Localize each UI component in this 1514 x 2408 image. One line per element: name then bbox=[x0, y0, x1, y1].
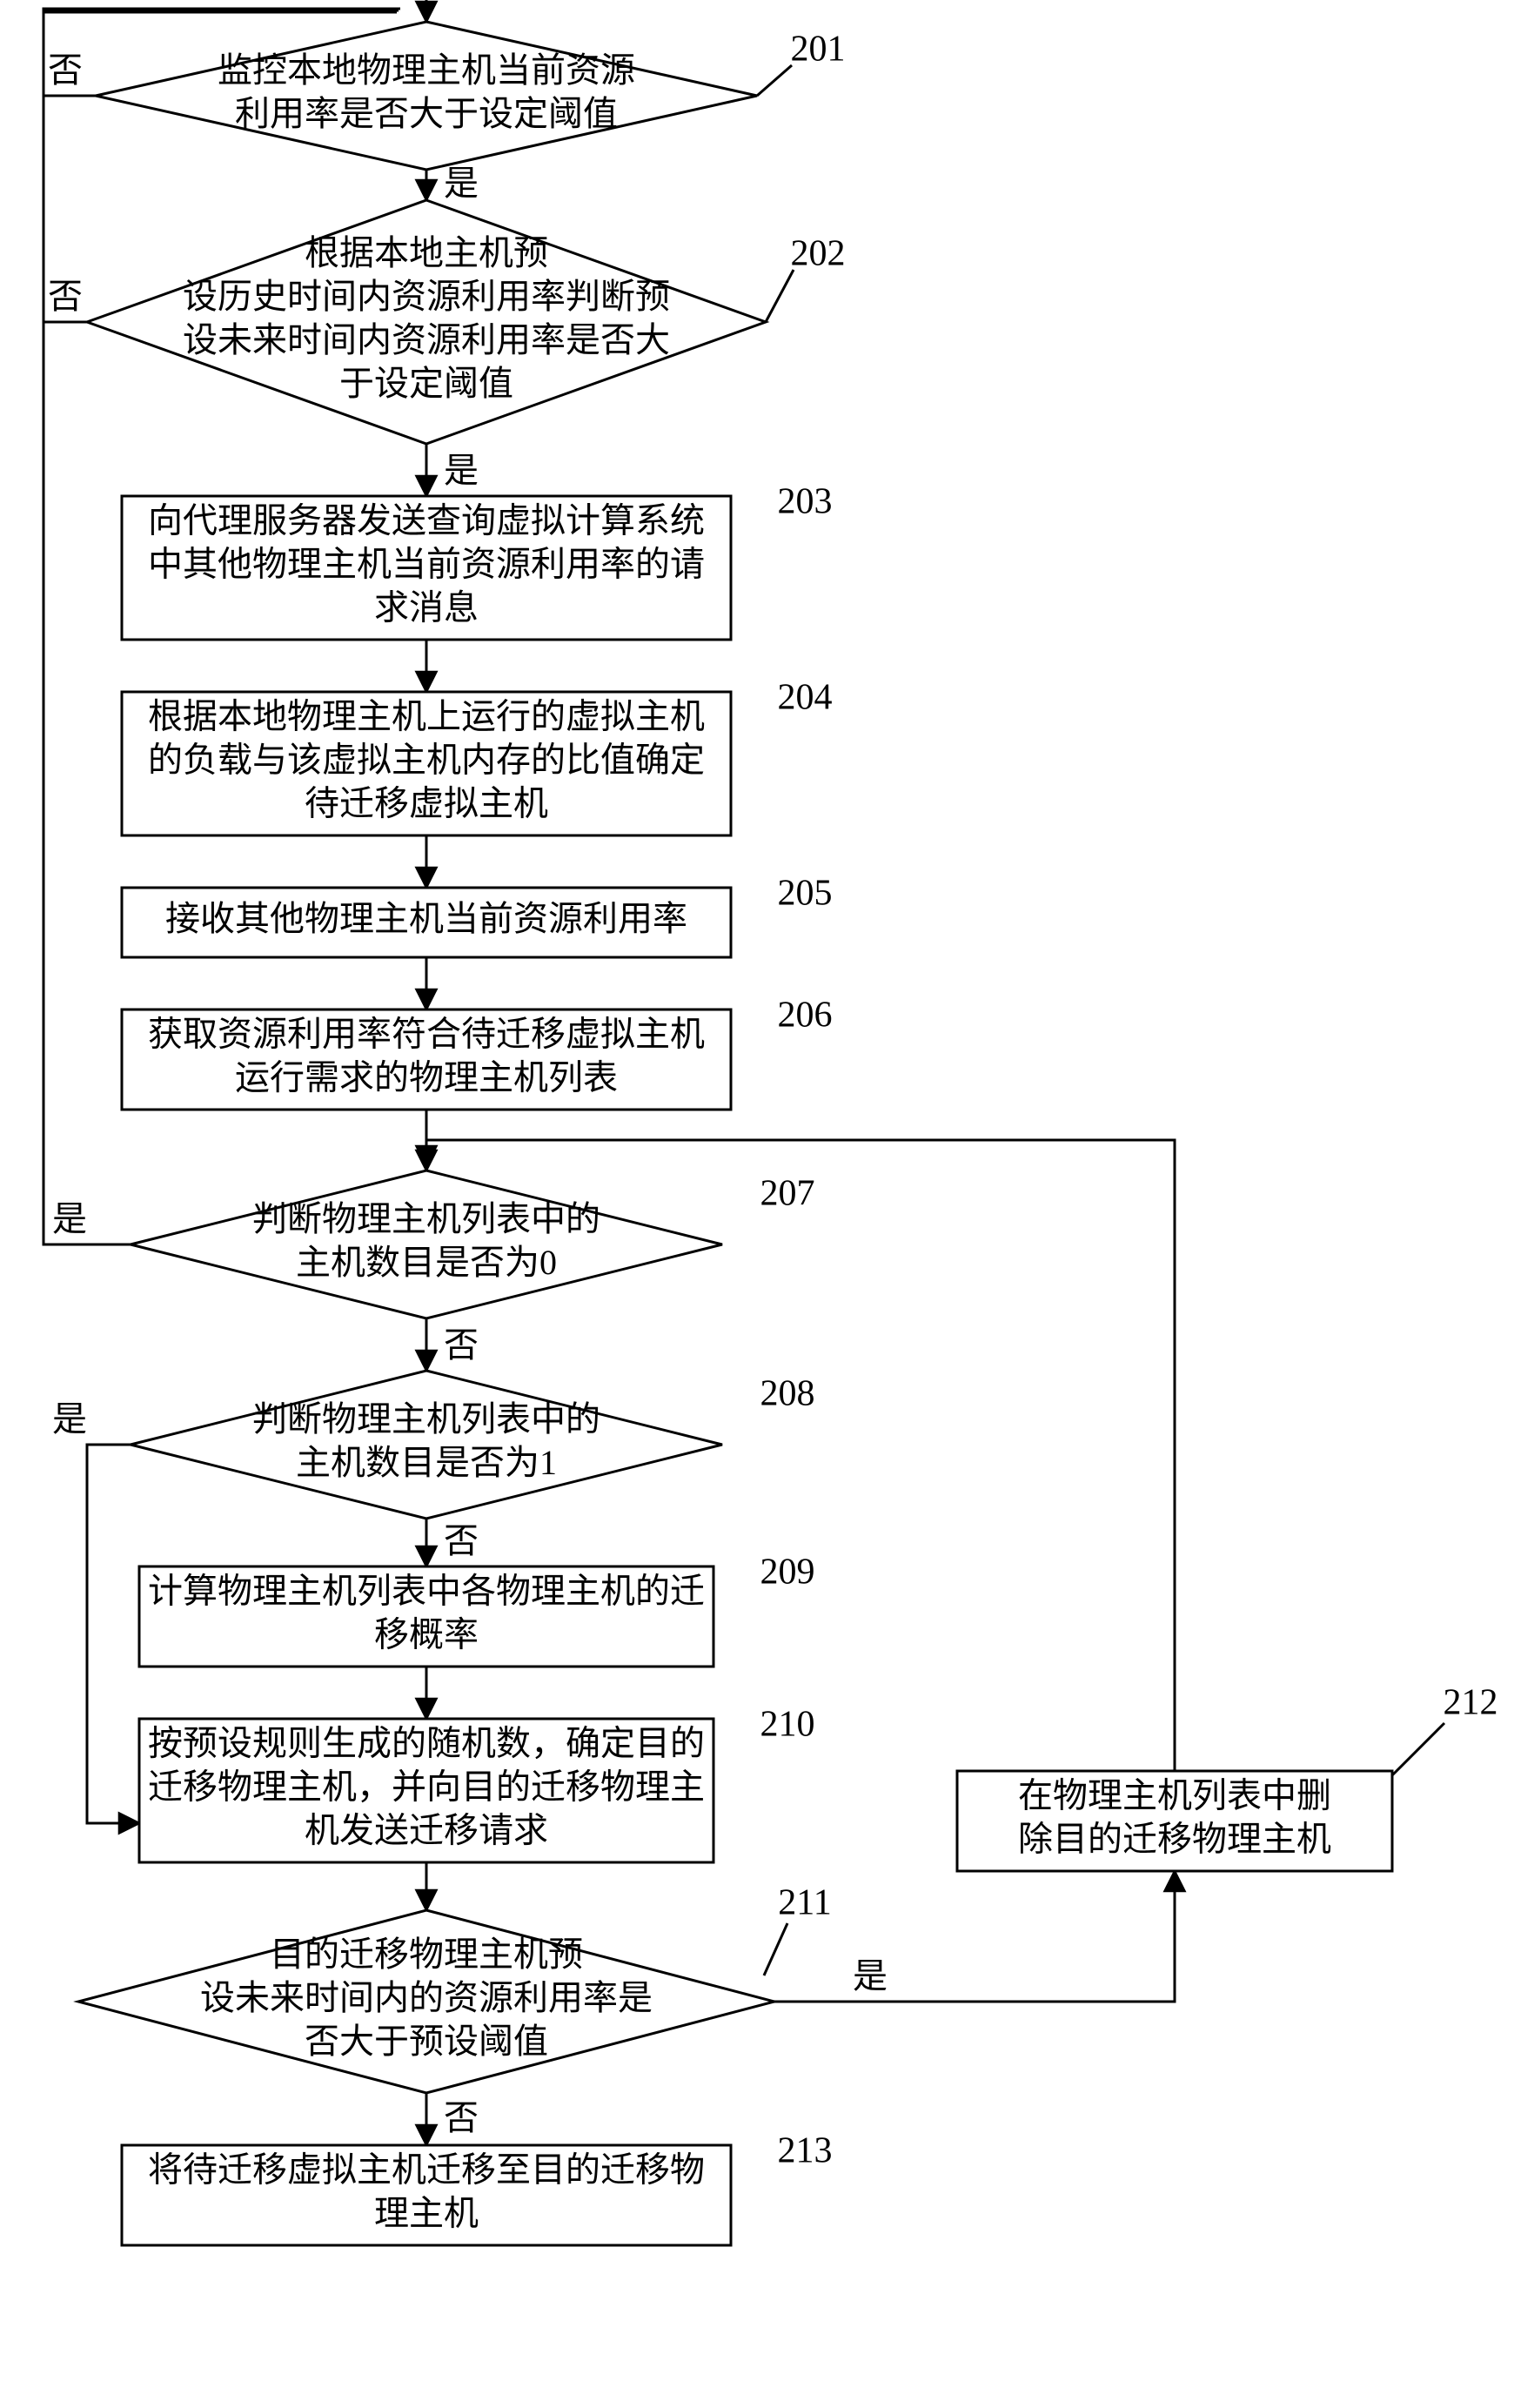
e-208-yes bbox=[87, 1445, 139, 1823]
step-number-n211: 211 bbox=[778, 1883, 831, 1923]
step-number-n206: 206 bbox=[778, 996, 833, 1036]
node-r209: 计算物理主机列表中各物理主机的迁移概率 bbox=[139, 1566, 713, 1667]
step-number-n207: 207 bbox=[760, 1174, 815, 1214]
r204-line-0: 根据本地物理主机上运行的虚拟主机 bbox=[148, 697, 705, 736]
d202-line-3: 于设定阈值 bbox=[339, 364, 513, 403]
node-r204: 根据本地物理主机上运行的虚拟主机的负载与该虚拟主机内存的比值确定待迁移虚拟主机 bbox=[122, 692, 731, 835]
step-number-n210: 210 bbox=[760, 1705, 815, 1745]
d202-line-1: 设历史时间内资源利用率判断预 bbox=[183, 277, 670, 316]
e-207-yes-label: 是 bbox=[52, 1199, 87, 1238]
nodes-layer: 监控本地物理主机当前资源利用率是否大于设定阈值根据本地主机预设历史时间内资源利用… bbox=[78, 22, 1392, 2245]
r203-line-1: 中其他物理主机当前资源利用率的请 bbox=[148, 545, 705, 584]
node-d211: 目的迁移物理主机预设未来时间内的资源利用率是否大于预设阈值 bbox=[78, 1910, 774, 2093]
d208-line-1: 主机数目是否为1 bbox=[296, 1443, 557, 1482]
e-num212 bbox=[1392, 1723, 1444, 1775]
step-number-n201: 201 bbox=[791, 30, 846, 70]
d207-line-1: 主机数目是否为0 bbox=[296, 1243, 557, 1282]
d211-line-2: 否大于预设阈值 bbox=[305, 2022, 548, 2061]
r206-line-0: 获取资源利用率符合待迁移虚拟主机 bbox=[148, 1015, 705, 1054]
step-number-n209: 209 bbox=[760, 1553, 815, 1593]
node-r206: 获取资源利用率符合待迁移虚拟主机运行需求的物理主机列表 bbox=[122, 1009, 731, 1110]
d208-line-0: 判断物理主机列表中的 bbox=[252, 1399, 600, 1439]
e-207-208-label: 否 bbox=[444, 1325, 479, 1365]
e-num201 bbox=[757, 65, 792, 96]
r209-line-0: 计算物理主机列表中各物理主机的迁 bbox=[148, 1572, 705, 1611]
r210-line-2: 机发送迁移请求 bbox=[305, 1811, 548, 1850]
step-number-n212: 212 bbox=[1444, 1683, 1498, 1723]
d201-line-0: 监控本地物理主机当前资源 bbox=[218, 50, 635, 90]
e-202-no-label: 否 bbox=[48, 277, 83, 316]
r204-line-2: 待迁移虚拟主机 bbox=[305, 784, 548, 823]
step-number-n213: 213 bbox=[778, 2131, 833, 2171]
node-r213: 将待迁移虚拟主机迁移至目的迁移物理主机 bbox=[122, 2145, 731, 2245]
step-number-n205: 205 bbox=[778, 874, 833, 914]
r210-line-0: 按预设规则生成的随机数，确定目的 bbox=[148, 1724, 705, 1763]
e-202-203-label: 是 bbox=[444, 451, 479, 490]
d211-line-1: 设未来时间内的资源利用率是 bbox=[200, 1978, 653, 2017]
d202-line-2: 设未来时间内资源利用率是否大 bbox=[183, 320, 670, 359]
e-201-no-label: 否 bbox=[48, 50, 83, 90]
step-number-n204: 204 bbox=[778, 678, 833, 718]
e-211-212-label: 是 bbox=[853, 1956, 888, 1995]
r203-line-0: 向代理服务器发送查询虚拟计算系统 bbox=[148, 501, 705, 540]
node-d201: 监控本地物理主机当前资源利用率是否大于设定阈值 bbox=[96, 22, 757, 170]
r203-line-2: 求消息 bbox=[374, 588, 479, 627]
node-r210: 按预设规则生成的随机数，确定目的迁移物理主机，并向目的迁移物理主机发送迁移请求 bbox=[139, 1719, 713, 1862]
node-d208: 判断物理主机列表中的主机数目是否为1 bbox=[131, 1371, 722, 1519]
step-number-n208: 208 bbox=[760, 1374, 815, 1414]
step-number-n203: 203 bbox=[778, 482, 833, 522]
d211-line-0: 目的迁移物理主机预 bbox=[270, 1935, 583, 1974]
node-d207: 判断物理主机列表中的主机数目是否为0 bbox=[131, 1170, 722, 1318]
r210-line-1: 迁移物理主机，并向目的迁移物理主 bbox=[148, 1767, 705, 1807]
e-201-202-label: 是 bbox=[444, 164, 479, 203]
r205-line-0: 接收其他物理主机当前资源利用率 bbox=[165, 899, 687, 938]
e-211-212 bbox=[774, 1871, 1175, 2002]
node-d202: 根据本地主机预设历史时间内资源利用率判断预设未来时间内资源利用率是否大于设定阈值 bbox=[87, 200, 766, 444]
r204-line-1: 的负载与该虚拟主机内存的比值确定 bbox=[148, 741, 705, 780]
d201-line-1: 利用率是否大于设定阈值 bbox=[235, 94, 618, 133]
e-num211 bbox=[764, 1923, 787, 1975]
r212-line-0: 在物理主机列表中删 bbox=[1018, 1776, 1331, 1815]
e-208-209-label: 否 bbox=[444, 1521, 479, 1560]
node-r203: 向代理服务器发送查询虚拟计算系统中其他物理主机当前资源利用率的请求消息 bbox=[122, 496, 731, 640]
node-r205: 接收其他物理主机当前资源利用率 bbox=[122, 888, 731, 957]
d207-line-0: 判断物理主机列表中的 bbox=[252, 1199, 600, 1238]
e-211-213-label: 否 bbox=[444, 2098, 479, 2137]
r206-line-1: 运行需求的物理主机列表 bbox=[235, 1058, 618, 1097]
r212-line-1: 除目的迁移物理主机 bbox=[1018, 1820, 1331, 1859]
d202-line-0: 根据本地主机预 bbox=[305, 233, 548, 272]
e-208-yes-label: 是 bbox=[52, 1399, 87, 1439]
r209-line-1: 移概率 bbox=[374, 1615, 479, 1654]
step-number-n202: 202 bbox=[791, 234, 846, 274]
r213-line-1: 理主机 bbox=[374, 2194, 479, 2233]
e-num202 bbox=[766, 270, 794, 322]
node-r212: 在物理主机列表中删除目的迁移物理主机 bbox=[957, 1771, 1392, 1871]
r213-line-0: 将待迁移虚拟主机迁移至目的迁移物 bbox=[148, 2150, 705, 2190]
